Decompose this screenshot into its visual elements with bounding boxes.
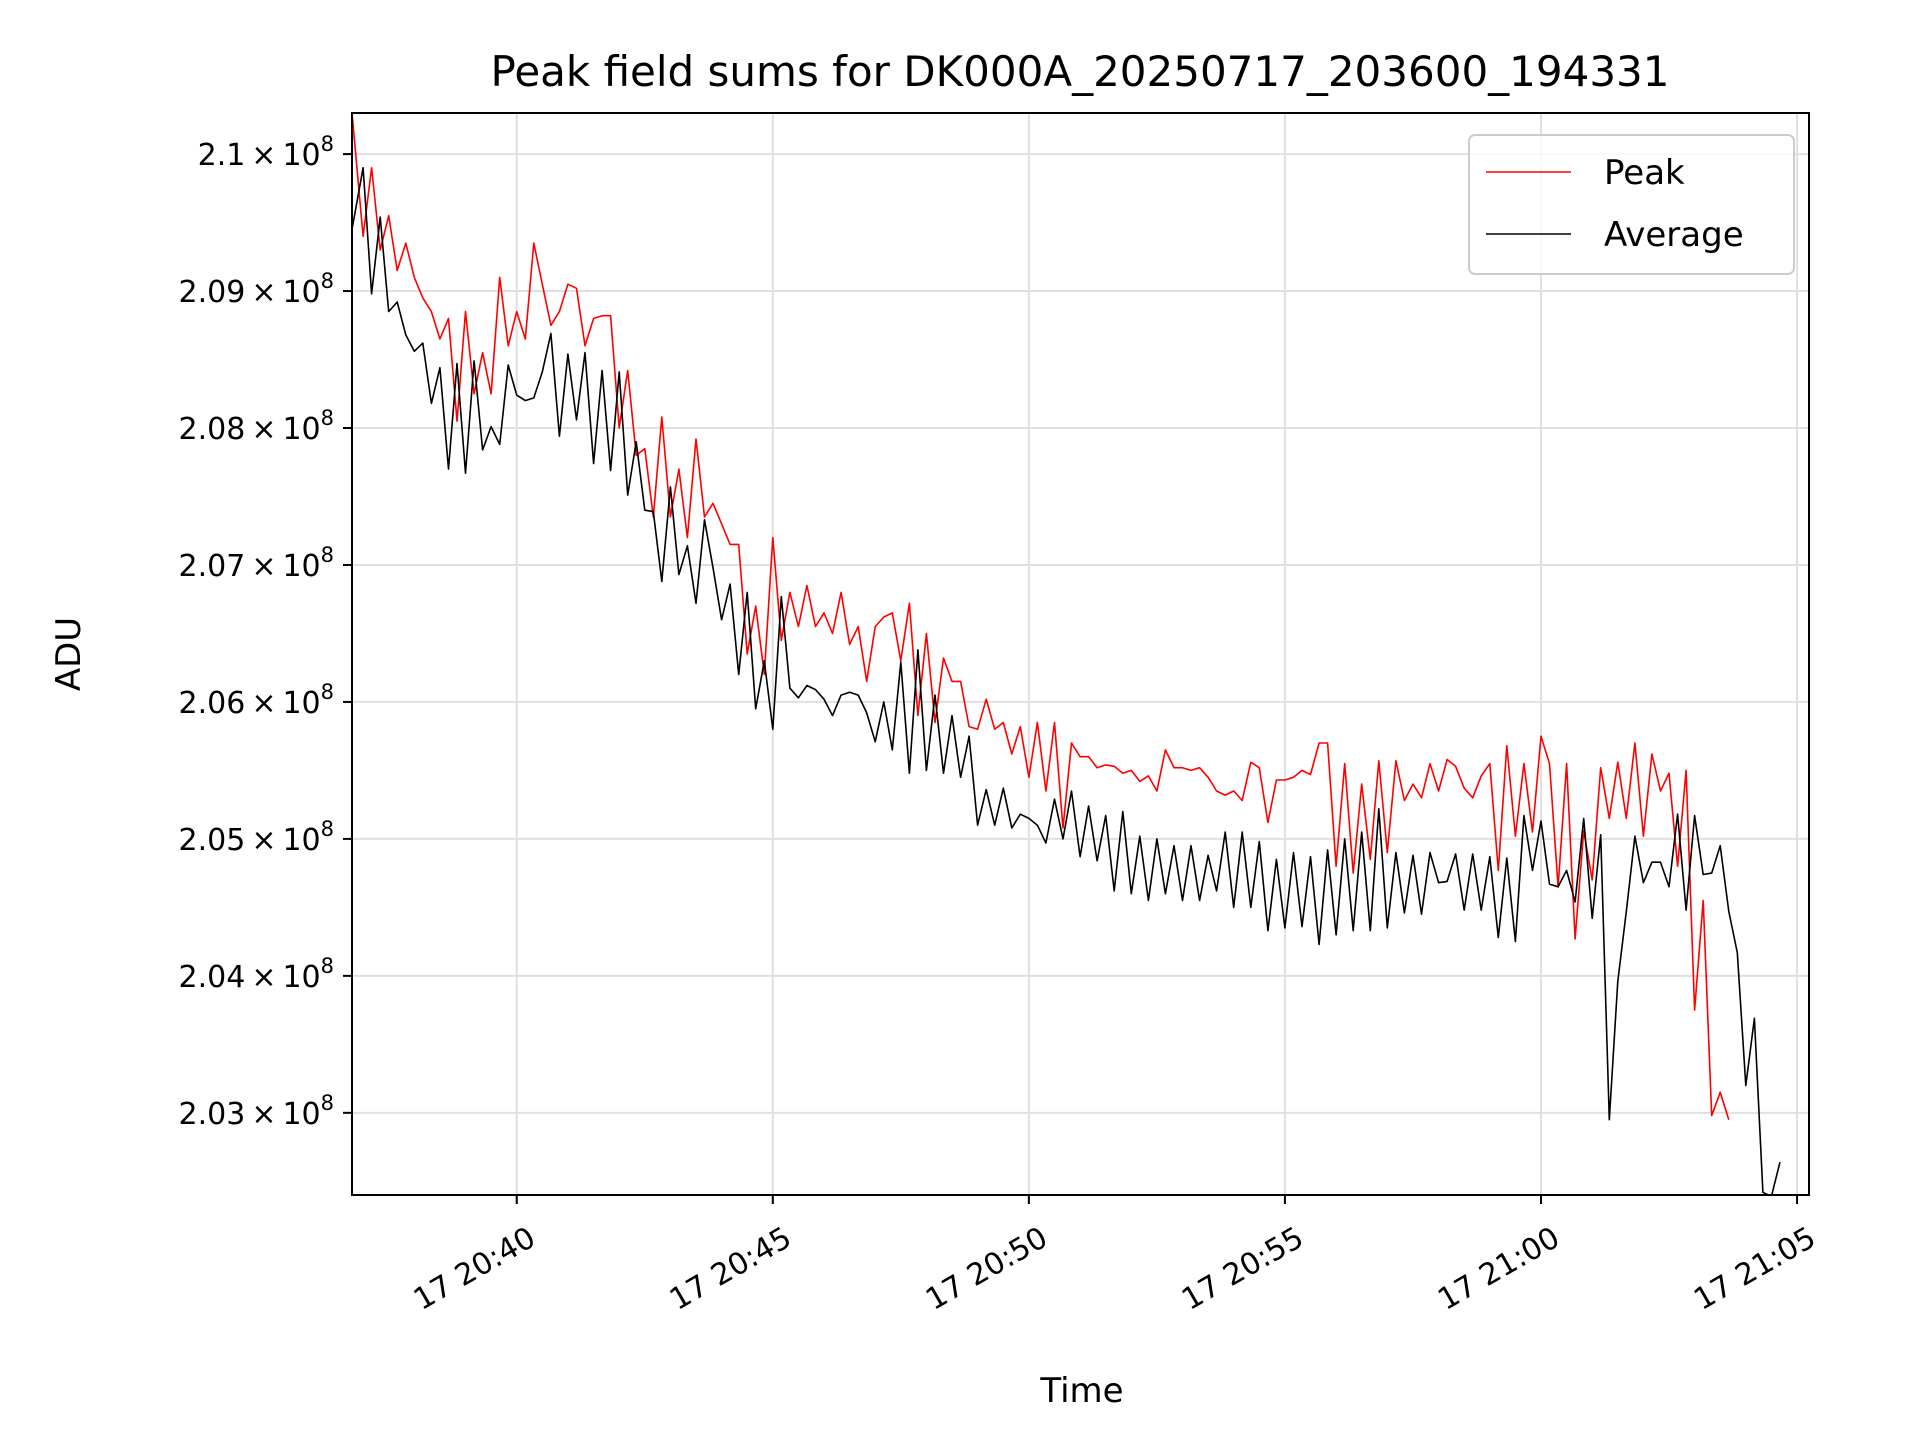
y-axis-ticks: 2.03 × 108 2.04 × 108 2.05 × 108 2.06 × 108… — [179, 132, 352, 1132]
plot-frame — [351, 112, 1810, 1196]
y-tick-label: 2.09 × 108 — [179, 269, 334, 310]
legend: Peak Average — [1468, 134, 1795, 275]
legend-box — [1468, 134, 1795, 275]
grid — [352, 113, 1809, 1195]
series-lines — [352, 113, 1781, 1195]
y-tick-label: 2.1 × 108 — [198, 132, 334, 173]
series-line-peak — [352, 113, 1730, 1120]
y-tick-label: 2.06 × 108 — [179, 680, 334, 721]
legend-peak-label: Peak — [1604, 153, 1685, 193]
chart-title: Peak field sums for DK000A_20250717_2036… — [490, 47, 1669, 96]
y-tick-label: 2.08 × 108 — [179, 406, 334, 447]
series-line-average — [352, 167, 1781, 1195]
y-tick-label: 2.05 × 108 — [179, 817, 334, 858]
y-tick-label: 2.04 × 108 — [179, 954, 334, 995]
x-axis-label: Time — [1039, 1371, 1123, 1411]
y-tick-label: 2.03 × 108 — [179, 1091, 334, 1132]
y-axis-label: ADU — [49, 617, 89, 691]
legend-average-label: Average — [1604, 215, 1744, 255]
y-tick-label: 2.07 × 108 — [179, 543, 334, 584]
